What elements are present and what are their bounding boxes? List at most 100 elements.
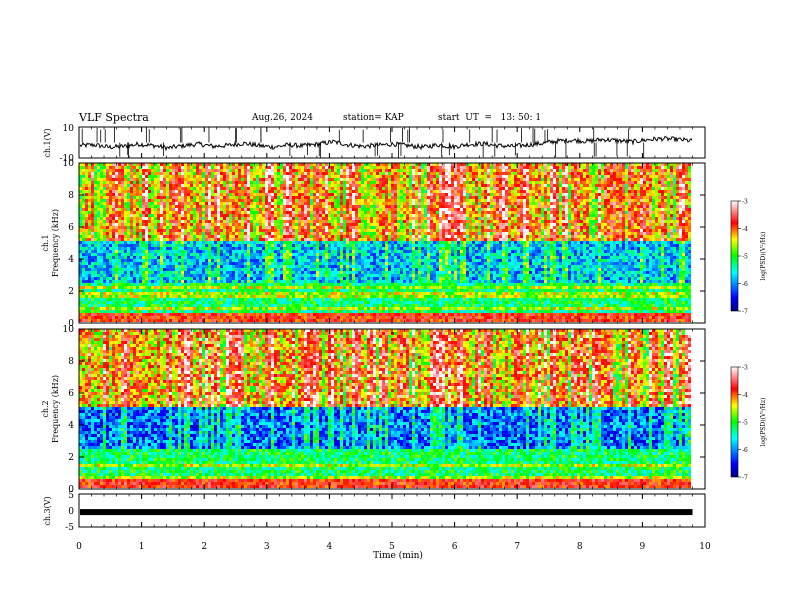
spectrogram-cell <box>352 238 355 241</box>
spectrogram-cell <box>328 178 331 181</box>
spectrogram-cell <box>118 229 121 232</box>
spectrogram-cell <box>199 313 202 316</box>
spectrogram-cell <box>250 235 253 238</box>
spectrogram-cell <box>268 190 271 193</box>
spectrogram-cell <box>274 262 277 265</box>
spectrogram-cell <box>271 190 274 193</box>
spectrogram-cell <box>142 283 145 286</box>
spectrogram-cell <box>166 196 169 199</box>
spectrogram-cell <box>100 208 103 211</box>
spectrogram-cell <box>208 298 211 301</box>
spectrogram-cell <box>286 298 289 301</box>
spectrogram-cell <box>355 163 358 166</box>
spectrogram-cell <box>97 211 100 214</box>
spectrogram-cell <box>349 169 352 172</box>
spectrogram-cell <box>253 304 256 307</box>
spectrogram-cell <box>307 202 310 205</box>
ch1-ytick-top: 10 <box>63 124 75 134</box>
spectrogram-cell <box>244 286 247 289</box>
spectrogram-cell <box>166 217 169 220</box>
spectrogram-cell <box>346 235 349 238</box>
spectrogram-cell <box>181 199 184 202</box>
spectrogram-cell <box>157 298 160 301</box>
spectrogram-cell <box>172 274 175 277</box>
spectrogram-cell <box>280 295 283 298</box>
spectrogram-cell <box>322 232 325 235</box>
spectrogram-cell <box>271 169 274 172</box>
spectrogram-cell <box>145 217 148 220</box>
spectrogram-cell <box>334 232 337 235</box>
spectrogram-cell <box>241 268 244 271</box>
spectrogram-cell <box>295 301 298 304</box>
spectrogram-cell <box>163 304 166 307</box>
spectrogram-cell <box>151 271 154 274</box>
spectrogram-cell <box>343 292 346 295</box>
spectrogram-cell <box>241 202 244 205</box>
spectrogram-cell <box>241 280 244 283</box>
spectrogram-cell <box>199 241 202 244</box>
spectrogram-cell <box>226 250 229 253</box>
spectrogram-cell <box>127 307 130 310</box>
spectrogram-cell <box>226 178 229 181</box>
spectrogram-cell <box>145 259 148 262</box>
spectrogram-cell <box>274 163 277 166</box>
spectrogram-cell <box>262 307 265 310</box>
spectrogram-cell <box>145 292 148 295</box>
spectrogram-cell <box>175 187 178 190</box>
spectrogram-cell <box>103 268 106 271</box>
spectrogram-cell <box>355 196 358 199</box>
spectrogram-cell <box>316 250 319 253</box>
spectrogram-cell <box>121 298 124 301</box>
spectrogram-cell <box>262 247 265 250</box>
spectrogram-cell <box>235 196 238 199</box>
spectrogram-cell <box>106 295 109 298</box>
spectrogram-cell <box>100 244 103 247</box>
spectrogram-cell <box>133 175 136 178</box>
spectrogram-cell <box>181 217 184 220</box>
spectrogram-cell <box>247 310 250 313</box>
spectrogram-cell <box>217 190 220 193</box>
spectrogram-cell <box>112 226 115 229</box>
spectrogram-cell <box>187 253 190 256</box>
spectrogram-cell <box>157 196 160 199</box>
spectrogram-cell <box>151 319 154 322</box>
spectrogram-cell <box>304 208 307 211</box>
spectrogram-cell <box>346 277 349 280</box>
spectrogram-cell <box>211 220 214 223</box>
spectrogram-cell <box>103 301 106 304</box>
spectrogram-cell <box>304 229 307 232</box>
spectrogram-cell <box>259 196 262 199</box>
spectrogram-cell <box>115 184 118 187</box>
spectrogram-cell <box>295 250 298 253</box>
spectrogram-cell <box>205 319 208 322</box>
spectrogram-cell <box>202 208 205 211</box>
spectrogram-cell <box>292 256 295 259</box>
spectrogram-cell <box>232 256 235 259</box>
spectrogram-cell <box>169 205 172 208</box>
spectrogram-cell <box>283 310 286 313</box>
spectrogram-cell <box>286 286 289 289</box>
spectrogram-cell <box>154 271 157 274</box>
spectrogram-cell <box>259 217 262 220</box>
spectrogram-cell <box>352 277 355 280</box>
spectrogram-cell <box>85 241 88 244</box>
spectrogram-cell <box>286 193 289 196</box>
spectrogram-cell <box>103 250 106 253</box>
spectrogram-cell <box>232 271 235 274</box>
spectrogram-cell <box>340 211 343 214</box>
spectrogram-cell <box>103 307 106 310</box>
spectrogram-cell <box>238 178 241 181</box>
spectrogram-cell <box>139 178 142 181</box>
spectrogram-cell <box>127 211 130 214</box>
spectrogram-cell <box>322 307 325 310</box>
spectrogram-cell <box>286 187 289 190</box>
spectrogram-cell <box>220 244 223 247</box>
spectrogram-cell <box>157 235 160 238</box>
spectrogram-cell <box>187 214 190 217</box>
spectrogram-cell <box>241 235 244 238</box>
spectrogram-cell <box>313 196 316 199</box>
spectrogram-cell <box>268 289 271 292</box>
spectrogram-cell <box>286 214 289 217</box>
spectrogram-cell <box>337 265 340 268</box>
spectrogram-cell <box>349 247 352 250</box>
